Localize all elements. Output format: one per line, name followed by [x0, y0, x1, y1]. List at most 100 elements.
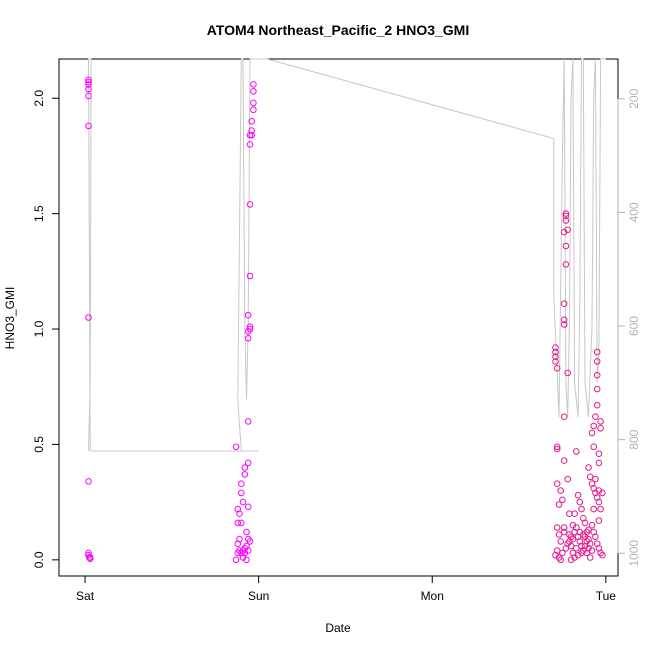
data-point [586, 554, 594, 561]
y-axis-left: 0.0 0.5 1.0 1.5 2.0 [32, 90, 60, 568]
data-point [593, 401, 601, 409]
data-point [234, 519, 242, 527]
data-point [595, 459, 603, 467]
data-point [246, 538, 254, 545]
x-tick-label: Tue [596, 589, 617, 603]
data-point [573, 448, 580, 455]
data-point [85, 81, 92, 88]
data-point [588, 547, 596, 554]
data-point [566, 510, 573, 518]
data-point [562, 210, 570, 217]
y-right-tick-label: 800 [627, 429, 641, 449]
data-point [597, 425, 604, 432]
data-point [555, 501, 563, 508]
data-point [239, 498, 247, 506]
data-point [244, 459, 252, 467]
y-tick-label: 0.5 [32, 436, 46, 453]
data-point [238, 489, 245, 497]
data-point [593, 385, 601, 393]
data-point [241, 471, 249, 478]
data-point [246, 201, 254, 208]
data-point [244, 418, 252, 425]
data-point [244, 328, 252, 335]
data-point [553, 524, 561, 531]
data-point [590, 443, 598, 451]
data-point [85, 78, 92, 86]
chart-title: ATOM4 Northeast_Pacific_2 HNO3_GMI [207, 22, 469, 38]
data-point [569, 535, 577, 543]
data-point [595, 450, 603, 458]
scatter-points [85, 76, 606, 564]
data-point [246, 272, 254, 280]
data-point [557, 538, 565, 545]
data-point [569, 521, 577, 529]
x-tick-label: Mon [421, 589, 444, 603]
plot-area [58, 58, 619, 577]
data-point [85, 85, 92, 93]
data-point [578, 505, 585, 513]
y-axis-right: 200 400 600 800 1000 [617, 88, 641, 567]
data-point [250, 88, 257, 95]
data-point [566, 531, 573, 538]
data-point [559, 549, 566, 557]
data-point [590, 422, 598, 430]
data-point [85, 314, 92, 321]
data-point [250, 99, 257, 107]
data-point [86, 555, 94, 563]
data-point [576, 498, 584, 506]
data-point [244, 547, 252, 554]
y-tick-label: 0.0 [32, 551, 46, 568]
data-point [238, 519, 245, 527]
x-tick-label: Sun [248, 589, 269, 603]
data-point [241, 464, 249, 471]
data-point [85, 122, 92, 130]
data-point [564, 475, 572, 483]
data-point [559, 496, 566, 504]
data-point [593, 358, 601, 365]
data-point [244, 503, 252, 511]
y-right-tick-label: 600 [627, 316, 641, 336]
data-point [581, 519, 589, 527]
data-point [246, 131, 254, 139]
data-point [588, 429, 596, 437]
data-point [244, 335, 252, 342]
data-point [560, 528, 568, 536]
pressure-series [87, 58, 606, 452]
data-point [574, 491, 582, 499]
data-point [562, 545, 570, 552]
data-point [85, 76, 92, 84]
data-point [244, 311, 252, 319]
data-point [599, 551, 606, 559]
data-point [552, 344, 559, 351]
pressure-line [87, 58, 606, 452]
y-right-tick-label: 1000 [627, 540, 641, 567]
data-point [560, 524, 568, 531]
data-point [573, 545, 580, 552]
data-point [553, 445, 561, 453]
data-point [234, 549, 242, 557]
y-axis-label: HNO3_GMI [3, 287, 17, 350]
data-point [588, 521, 596, 529]
y-right-tick-label: 400 [627, 202, 641, 222]
x-tick-label: Sat [76, 589, 95, 603]
data-point [560, 321, 568, 328]
data-point [583, 538, 591, 545]
data-point [557, 556, 565, 564]
data-point [560, 413, 568, 421]
y-tick-label: 1.0 [32, 320, 46, 337]
y-tick-label: 2.0 [32, 90, 46, 107]
data-point [590, 505, 598, 513]
data-point [592, 475, 599, 483]
data-point [234, 540, 242, 548]
data-point [243, 528, 250, 536]
data-point [585, 464, 592, 471]
data-point [562, 261, 570, 268]
data-point [592, 413, 599, 421]
data-point [576, 528, 584, 536]
data-point [562, 217, 570, 224]
data-point [564, 369, 572, 377]
y-tick-label: 1.5 [32, 205, 46, 222]
data-point [597, 505, 604, 513]
data-point [250, 81, 257, 88]
